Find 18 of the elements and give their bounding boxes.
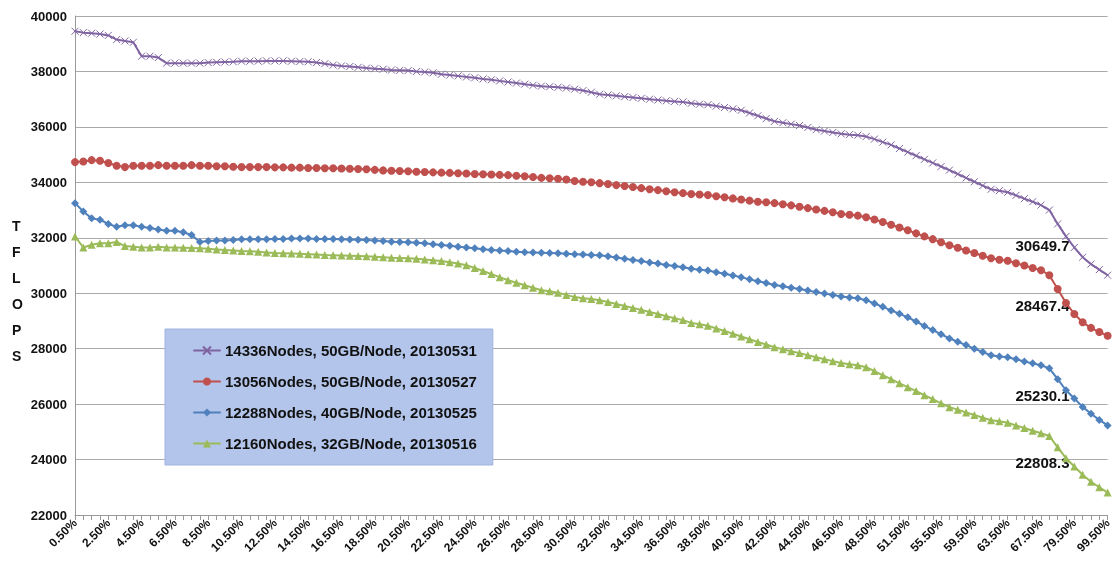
y-tick-label: 22000 <box>30 507 67 523</box>
legend-label: 14336Nodes, 50GB/Node, 20130531 <box>225 342 477 359</box>
y-tick-label: 30000 <box>30 285 67 301</box>
annotation: 30649.7 <box>1015 236 1070 254</box>
legend-label: 13056Nodes, 50GB/Node, 20130527 <box>225 373 477 390</box>
y-tick-label: 24000 <box>30 452 67 468</box>
y-tick-label: 28000 <box>30 341 67 357</box>
annotation: 25230.1 <box>1015 386 1070 404</box>
y-tick-label: 26000 <box>30 396 67 412</box>
legend-label: 12160Nodes, 32GB/Node, 20130516 <box>225 435 477 452</box>
annotation: 22808.3 <box>1015 454 1070 472</box>
y-tick-label: 40000 <box>30 8 67 24</box>
y-tick-label: 36000 <box>30 119 67 135</box>
y-tick-label: 34000 <box>30 174 67 190</box>
y-tick-label: 38000 <box>30 63 67 79</box>
y-axis-title: TFLOPS <box>12 217 23 364</box>
y-tick-label: 32000 <box>30 230 67 246</box>
legend-label: 12288Nodes, 40GB/Node, 20130525 <box>225 404 477 421</box>
